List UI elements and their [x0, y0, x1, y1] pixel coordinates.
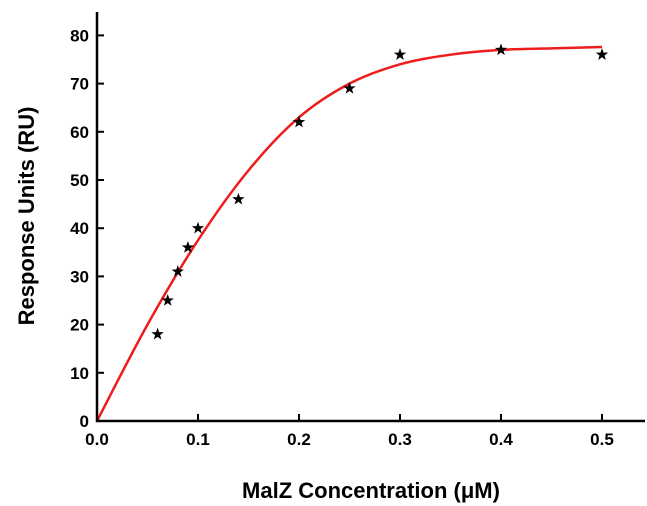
x-tick-label: 0.4 [489, 430, 513, 449]
data-point-star [191, 221, 205, 234]
y-tick-label: 40 [70, 219, 89, 238]
x-tick-label: 0.3 [388, 430, 412, 449]
data-point-star [181, 240, 195, 253]
x-tick-label: 0.2 [287, 430, 311, 449]
data-point-star [161, 294, 174, 306]
fit-curve [95, 45, 603, 422]
x-tick-label: 0.1 [186, 430, 210, 449]
y-tick-label: 0 [80, 412, 89, 431]
data-point-star [595, 48, 609, 60]
x-tick-label: 0.5 [590, 430, 614, 449]
y-tick-label: 30 [70, 267, 89, 286]
data-point-star [494, 43, 508, 56]
data-point-star [393, 48, 407, 60]
y-tick-label: 20 [70, 316, 89, 335]
y-tick-label: 50 [70, 171, 89, 190]
x-tick-label: 0.0 [85, 430, 109, 449]
y-tick-label: 80 [70, 26, 89, 45]
y-tick-label: 60 [70, 123, 89, 142]
data-point-star [232, 192, 245, 205]
data-point-star [151, 327, 164, 340]
data-points [151, 43, 609, 340]
x-axis-ticks: 0.0 0.1 0.2 0.3 0.4 0.5 [85, 414, 614, 449]
y-axis-ticks: 0 10 20 30 40 50 60 70 80 [70, 26, 104, 431]
y-tick-label: 10 [70, 364, 89, 383]
data-point-star [292, 115, 306, 128]
y-axis-title: Response Units (RU) [14, 107, 39, 326]
data-point-star [343, 81, 356, 94]
x-axis-title: MalZ Concentration (μM) [242, 478, 500, 503]
y-tick-label: 70 [70, 75, 89, 94]
data-point-star [171, 265, 184, 277]
plot-frame [95, 12, 645, 423]
